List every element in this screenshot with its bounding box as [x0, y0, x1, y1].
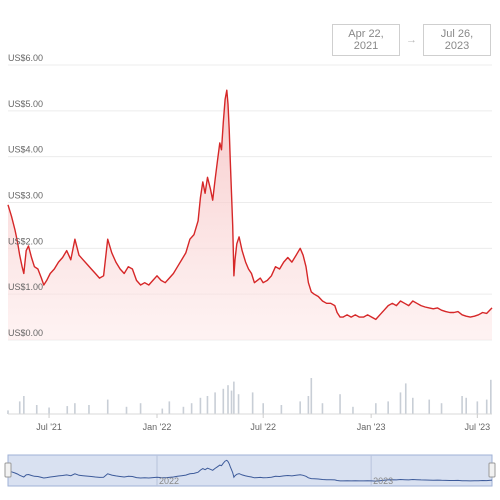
volume-bar	[7, 410, 9, 414]
volume-bar	[35, 405, 38, 414]
navigator-labels: 2022 2023	[159, 476, 393, 486]
volume-bar	[321, 403, 324, 414]
x-tick-label: Jan '23	[357, 422, 386, 432]
volume-bar	[352, 406, 354, 414]
volume-bar	[387, 401, 389, 414]
volume-bar	[307, 396, 310, 414]
x-axis-labels: Jul '21 Jan '22 Jul '22 Jan '23 Jul '23	[36, 414, 490, 432]
range-start-input[interactable]: Apr 22, 2021	[332, 24, 400, 56]
price-line	[7, 89, 493, 321]
x-tick-label: Jul '23	[464, 422, 490, 432]
x-tick-label: Jan '22	[143, 422, 172, 432]
volume-bar	[461, 396, 463, 414]
y-tick-label: US$6.00	[8, 53, 43, 63]
volume-bar	[227, 385, 229, 414]
volume-bar	[106, 399, 109, 414]
volume-bar	[222, 388, 225, 414]
volume-bar	[48, 407, 50, 414]
navigator-right-handle[interactable]	[488, 462, 496, 478]
volume-bar	[182, 406, 185, 414]
volume-bar	[18, 401, 21, 414]
volume-bar	[237, 394, 240, 414]
volume-bar	[339, 394, 341, 414]
volume-bar	[139, 403, 142, 414]
volume-bar	[88, 405, 90, 414]
volume-bar	[476, 401, 479, 414]
volume-bar	[190, 403, 193, 414]
volume-bar	[23, 396, 25, 414]
volume-bar	[74, 403, 76, 414]
y-axis-labels: US$0.00 US$1.00 US$2.00 US$3.00 US$4.00 US$5.…	[8, 53, 43, 338]
range-arrow-icon: →	[406, 34, 417, 46]
price-area	[8, 90, 492, 340]
range-end-input[interactable]: Jul 26, 2023	[423, 24, 491, 56]
navigator-line	[7, 459, 493, 482]
x-tick-label: Jul '22	[250, 422, 276, 432]
navigator[interactable]: 2022 2023	[4, 454, 496, 487]
volume-bar	[310, 378, 313, 414]
volume-bar	[125, 406, 128, 414]
volume-bar	[490, 379, 492, 414]
navigator-left-handle[interactable]	[4, 462, 12, 478]
volume-bar	[251, 392, 254, 414]
volume-bar	[230, 390, 233, 414]
volume-bar	[161, 408, 164, 414]
volume-bar	[214, 392, 216, 414]
date-range-selector: Apr 22, 2021 → Jul 26, 2023	[332, 24, 491, 56]
volume-bar	[399, 392, 402, 414]
volume-bar	[280, 405, 283, 414]
volume-bar	[465, 397, 467, 414]
y-tick-label: US$5.00	[8, 99, 43, 109]
volume-bar	[262, 403, 264, 414]
volume-bar	[168, 401, 171, 414]
volume-bar	[233, 381, 235, 414]
navigator-year-label: 2023	[373, 476, 393, 486]
navigator-year-label: 2022	[159, 476, 179, 486]
volume-bar	[440, 403, 443, 414]
x-tick-label: Jul '21	[36, 422, 62, 432]
y-tick-label: US$0.00	[8, 328, 43, 338]
volume-bar	[375, 403, 377, 414]
volume-bar	[428, 399, 431, 414]
volume-bar	[412, 397, 414, 414]
volume-bar	[206, 396, 209, 414]
y-tick-label: US$2.00	[8, 236, 43, 246]
y-tick-label: US$4.00	[8, 145, 43, 155]
navigator-selected-range[interactable]	[7, 454, 493, 487]
volume-bar	[404, 383, 407, 414]
y-tick-label: US$1.00	[8, 282, 43, 292]
volume-bar	[199, 397, 202, 414]
volume-bar	[299, 401, 301, 414]
volume-bar	[66, 406, 69, 414]
volume-bars	[7, 378, 492, 415]
volume-bar	[485, 399, 488, 414]
y-tick-label: US$3.00	[8, 191, 43, 201]
